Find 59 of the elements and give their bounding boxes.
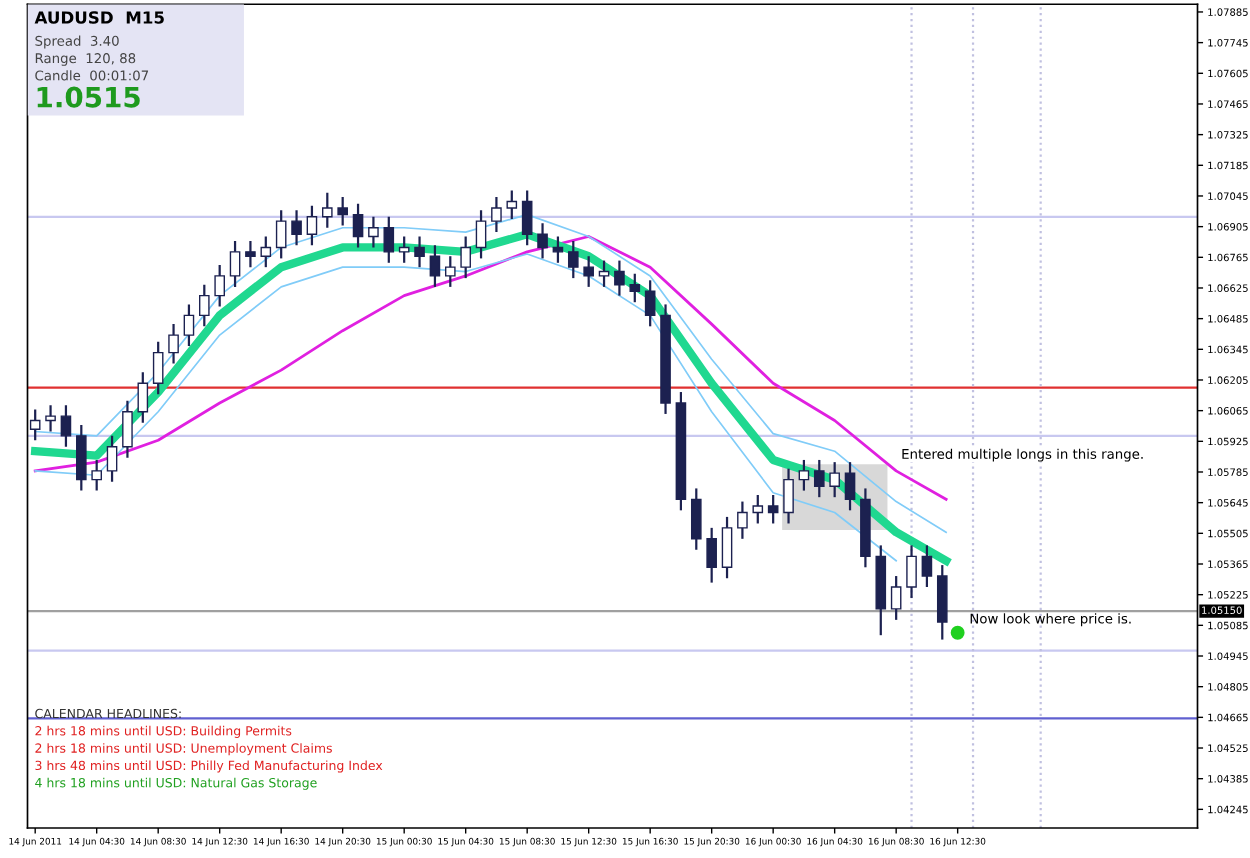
candlestick (598, 259, 610, 288)
candlestick (706, 526, 717, 584)
candlestick (844, 461, 856, 512)
candlestick (475, 209, 487, 260)
candlestick (137, 371, 149, 424)
annotation: 1.0515 (37, 86, 140, 108)
candlestick (629, 272, 641, 304)
candlestick (644, 279, 656, 328)
candlestick (60, 404, 72, 448)
candlestick (921, 544, 933, 589)
candlestick (829, 461, 840, 499)
candlestick (398, 235, 410, 264)
candlestick (906, 544, 917, 600)
candlestick (229, 239, 241, 288)
candlestick (737, 500, 748, 540)
chart-title: AUDUSD M15 (34, 11, 164, 24)
candlestick (414, 235, 425, 269)
candlestick (383, 215, 395, 264)
candlestick (122, 399, 133, 459)
candlestick (521, 189, 533, 247)
candlestick (690, 487, 702, 551)
candlestick (106, 434, 118, 483)
candlestick (429, 244, 441, 288)
candlestick (444, 255, 456, 288)
line-series (33, 235, 948, 501)
candlestick (198, 283, 210, 328)
candlestick (936, 563, 948, 641)
candlestick (506, 189, 518, 221)
candlestick (76, 423, 87, 492)
candlestick (306, 204, 318, 247)
candlestick (183, 303, 195, 348)
candlestick (29, 408, 41, 442)
candlestick (890, 574, 902, 621)
candlestick (291, 209, 302, 247)
candlestick (368, 215, 379, 249)
candlestick (91, 458, 102, 492)
candlestick (460, 235, 471, 280)
candlestick (721, 515, 733, 580)
candlestick (552, 235, 564, 264)
candlestick (813, 458, 825, 499)
candlestick (537, 222, 548, 260)
candlestick (567, 239, 579, 280)
candlestick (152, 340, 164, 396)
candlestick (583, 255, 594, 288)
candlestick (214, 263, 225, 308)
candlestick (168, 323, 179, 365)
candlestick (45, 404, 56, 433)
candlestick (337, 195, 348, 227)
candlestick (752, 493, 764, 525)
candlestick (245, 239, 256, 269)
candlestick (614, 259, 625, 297)
candlestick (491, 195, 502, 234)
candlestick (783, 467, 794, 525)
candlestick (767, 493, 779, 525)
candlestick (260, 235, 272, 269)
candlestick (275, 209, 287, 260)
candlestick (321, 191, 333, 229)
candlestick (798, 458, 810, 492)
candlestick (352, 202, 364, 249)
